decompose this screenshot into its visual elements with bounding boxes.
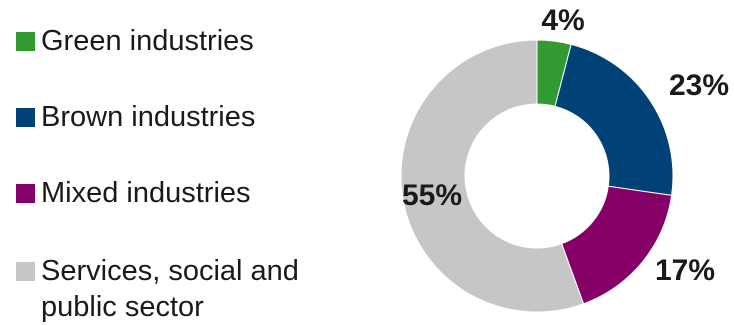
data-label-green: 4% <box>541 4 584 37</box>
donut-slice-services <box>400 39 585 313</box>
legend-item-brown: Brown industries <box>16 99 255 135</box>
legend-item-green: Green industries <box>16 23 254 59</box>
donut-slice-mixed <box>560 185 673 305</box>
legend-item-mixed: Mixed industries <box>16 175 251 211</box>
donut-slice-brown <box>554 43 674 196</box>
legend-swatch-mixed <box>16 184 35 203</box>
legend-label-services: Services, social and public sector <box>41 255 299 323</box>
legend-swatch-green <box>16 32 35 51</box>
legend-label-mixed: Mixed industries <box>41 177 251 209</box>
legend-label-green: Green industries <box>41 25 254 57</box>
data-label-services: 55% <box>402 179 462 212</box>
legend-item-services: Services, social and public sector <box>16 253 299 325</box>
legend-swatch-brown <box>16 108 35 127</box>
legend-label-brown: Brown industries <box>41 101 256 133</box>
data-label-brown: 23% <box>669 69 729 102</box>
chart-legend: Green industries Brown industries Mixed … <box>16 0 346 325</box>
legend-swatch-services <box>16 262 35 281</box>
data-label-mixed: 17% <box>655 254 715 287</box>
